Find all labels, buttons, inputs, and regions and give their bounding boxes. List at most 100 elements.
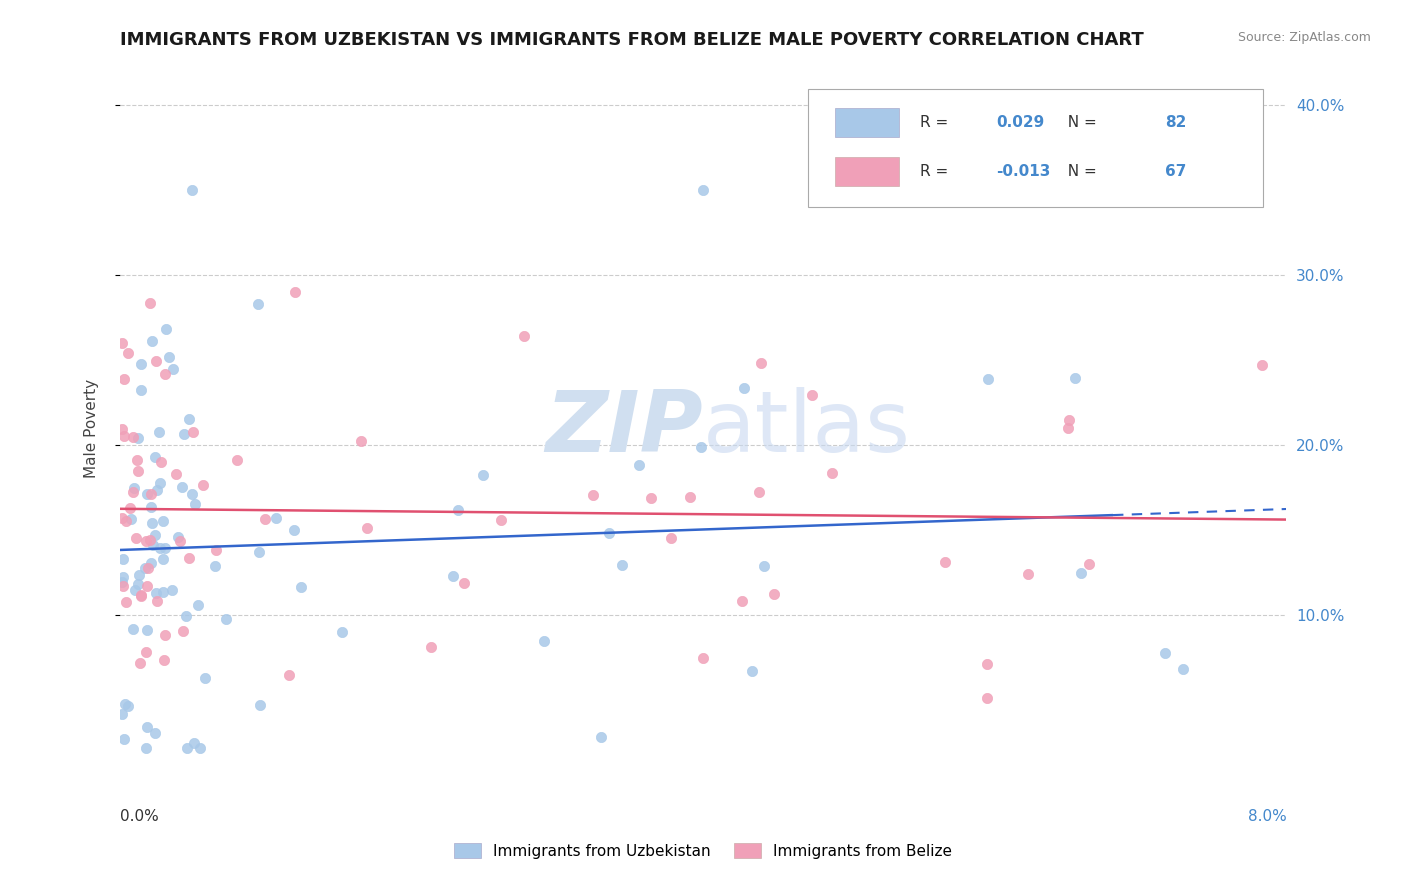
Point (170, 480, 193, 494)
FancyBboxPatch shape (808, 89, 1263, 207)
Point (174, 608, 197, 623)
Point (149, 476, 172, 491)
Point (934, 556, 956, 570)
Point (136, 486, 159, 500)
Point (150, 455, 173, 469)
Point (976, 371, 998, 385)
Point (122, 430, 145, 444)
Point (160, 582, 183, 597)
Point (204, 559, 226, 574)
Point (127, 453, 149, 467)
Text: N =: N = (1057, 164, 1101, 178)
Point (277, 667, 299, 681)
Point (139, 556, 162, 570)
Point (290, 580, 312, 594)
Text: IMMIGRANTS FROM UZBEKISTAN VS IMMIGRANTS FROM BELIZE MALE POVERTY CORRELATION CH: IMMIGRANTS FROM UZBEKISTAN VS IMMIGRANTS… (120, 31, 1143, 49)
Point (249, 698, 271, 712)
Point (129, 589, 152, 603)
Point (181, 183, 204, 197)
Point (127, 431, 149, 445)
Text: Source: ZipAtlas.com: Source: ZipAtlas.com (1237, 31, 1371, 45)
Point (627, 458, 650, 472)
Point (733, 381, 755, 395)
Text: atlas: atlas (703, 386, 911, 470)
Point (135, 741, 157, 756)
Point (125, 531, 148, 545)
Point (141, 334, 163, 349)
Point (117, 346, 139, 360)
Point (748, 485, 770, 500)
Point (169, 534, 191, 549)
Point (172, 624, 194, 639)
Point (127, 465, 149, 479)
Point (730, 594, 752, 608)
Text: ZIP: ZIP (546, 386, 703, 470)
Point (112, 570, 135, 584)
Point (612, 558, 634, 573)
Point (453, 575, 475, 590)
Point (152, 551, 174, 566)
Point (749, 356, 772, 370)
Point (181, 425, 204, 439)
Point (141, 516, 163, 530)
Point (679, 491, 702, 505)
Point (139, 500, 162, 514)
Point (111, 336, 134, 351)
Point (111, 575, 134, 590)
Point (124, 583, 146, 598)
Point (187, 598, 209, 612)
Point (215, 612, 238, 626)
Point (129, 588, 152, 602)
Point (135, 720, 157, 734)
Point (111, 422, 134, 436)
Point (284, 285, 307, 300)
Point (152, 514, 174, 528)
Point (143, 528, 166, 542)
Point (350, 434, 373, 448)
Point (115, 514, 138, 528)
Point (152, 652, 174, 666)
Text: 67: 67 (1166, 164, 1187, 178)
Point (146, 483, 169, 498)
Point (120, 512, 142, 526)
Point (127, 577, 149, 591)
Point (176, 741, 198, 756)
Point (330, 625, 353, 640)
Point (111, 511, 134, 525)
Point (582, 488, 605, 502)
Point (173, 427, 195, 442)
Point (356, 521, 378, 535)
Point (112, 372, 135, 386)
Point (976, 691, 998, 706)
Point (177, 551, 200, 566)
Point (752, 559, 775, 574)
Point (741, 664, 763, 678)
Point (659, 531, 682, 545)
Point (283, 524, 305, 538)
Point (122, 482, 145, 496)
Point (225, 453, 247, 467)
Point (142, 538, 165, 552)
Point (145, 586, 167, 600)
Point (135, 579, 157, 593)
Point (122, 622, 145, 636)
Point (153, 628, 176, 642)
Text: 82: 82 (1166, 115, 1187, 130)
Point (1059, 412, 1081, 426)
Point (1171, 662, 1194, 676)
Point (177, 412, 200, 426)
Point (148, 425, 170, 440)
FancyBboxPatch shape (835, 109, 898, 137)
Text: N =: N = (1057, 115, 1101, 130)
Point (139, 295, 162, 310)
Text: 0.029: 0.029 (995, 115, 1045, 130)
Point (157, 350, 180, 364)
Point (800, 387, 823, 401)
Point (264, 510, 287, 524)
Point (420, 640, 443, 654)
Point (183, 497, 205, 511)
Point (194, 671, 217, 685)
Point (1078, 557, 1101, 571)
Point (1063, 371, 1085, 385)
Point (120, 501, 142, 516)
